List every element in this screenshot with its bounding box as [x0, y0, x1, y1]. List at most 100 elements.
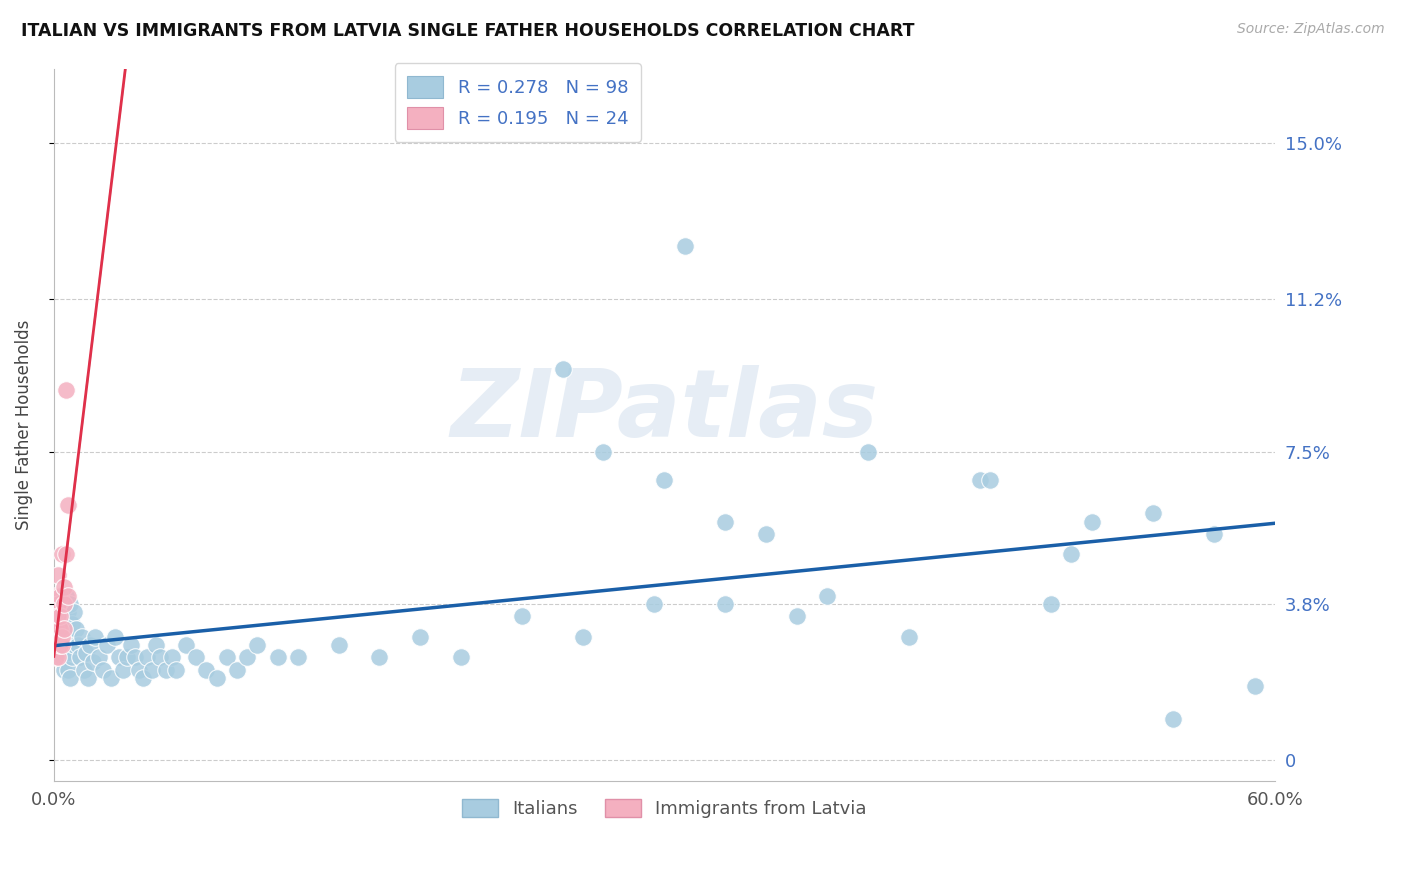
Point [654, 474, 676, 488]
Point [141, 663, 163, 677]
Point [51, 642, 73, 657]
Point [55, 548, 77, 562]
Point [786, 609, 808, 624]
Point [49, 638, 72, 652]
Point [53, 597, 76, 611]
Point [75, 646, 97, 660]
Point [56, 663, 79, 677]
Point [643, 597, 665, 611]
Point [195, 663, 218, 677]
Point [79, 638, 101, 652]
Point [49, 622, 72, 636]
Point [49, 650, 72, 665]
Point [128, 663, 150, 677]
Point [73, 663, 96, 677]
Point [215, 650, 238, 665]
Point [45, 605, 67, 619]
Point [45, 650, 67, 665]
Point [155, 663, 177, 677]
Text: ZIPatlas: ZIPatlas [450, 365, 879, 457]
Point [56, 613, 79, 627]
Point [49, 622, 72, 636]
Point [328, 638, 350, 652]
Point [673, 238, 696, 252]
Point [51, 638, 73, 652]
Point [59, 597, 82, 611]
Point [87, 650, 110, 665]
Point [46, 630, 69, 644]
Point [46, 650, 69, 665]
Point [60, 617, 83, 632]
Point [51, 630, 73, 644]
Point [510, 609, 533, 624]
Point [51, 605, 73, 619]
Point [145, 638, 167, 652]
Point [165, 663, 187, 677]
Point [108, 650, 131, 665]
Point [856, 444, 879, 458]
Point [115, 650, 138, 665]
Point [55, 646, 77, 660]
Point [82, 655, 104, 669]
Point [969, 474, 991, 488]
Point [53, 581, 76, 595]
Point [132, 671, 155, 685]
Point [77, 671, 100, 685]
Point [63, 638, 86, 652]
Point [69, 650, 91, 665]
Text: ITALIAN VS IMMIGRANTS FROM LATVIA SINGLE FATHER HOUSEHOLDS CORRELATION CHART: ITALIAN VS IMMIGRANTS FROM LATVIA SINGLE… [21, 22, 914, 40]
Point [65, 622, 87, 636]
Text: Source: ZipAtlas.com: Source: ZipAtlas.com [1237, 22, 1385, 37]
Point [59, 671, 82, 685]
Point [49, 597, 72, 611]
Point [226, 663, 249, 677]
Point [63, 605, 86, 619]
Point [53, 622, 76, 636]
Point [551, 362, 574, 376]
Point [450, 650, 472, 665]
Point [45, 622, 67, 636]
Point [56, 498, 79, 512]
Point [714, 515, 737, 529]
Point [51, 617, 73, 632]
Point [45, 597, 67, 611]
Point [160, 650, 183, 665]
Point [174, 638, 197, 652]
Point [51, 650, 73, 665]
Point [136, 650, 159, 665]
Point [53, 630, 76, 644]
Point [49, 609, 72, 624]
Point [236, 650, 259, 665]
Point [755, 527, 778, 541]
Point [186, 650, 208, 665]
Point [53, 597, 76, 611]
Point [46, 638, 69, 652]
Point [1142, 506, 1164, 520]
Point [46, 613, 69, 627]
Point [45, 605, 67, 619]
Point [714, 597, 737, 611]
Point [46, 609, 69, 624]
Point [46, 597, 69, 611]
Point [267, 650, 290, 665]
Y-axis label: Single Father Households: Single Father Households [15, 319, 32, 530]
Point [55, 622, 77, 636]
Point [53, 613, 76, 627]
Point [120, 638, 142, 652]
Point [205, 671, 228, 685]
Point [46, 589, 69, 603]
Point [1161, 712, 1184, 726]
Point [149, 650, 172, 665]
Point [53, 663, 76, 677]
Point [572, 630, 595, 644]
Point [45, 622, 67, 636]
Point [55, 589, 77, 603]
Point [59, 630, 82, 644]
Point [104, 630, 127, 644]
Point [60, 650, 83, 665]
Point [91, 663, 114, 677]
Point [897, 630, 920, 644]
Point [1243, 679, 1265, 693]
Point [368, 650, 391, 665]
Point [46, 630, 69, 644]
